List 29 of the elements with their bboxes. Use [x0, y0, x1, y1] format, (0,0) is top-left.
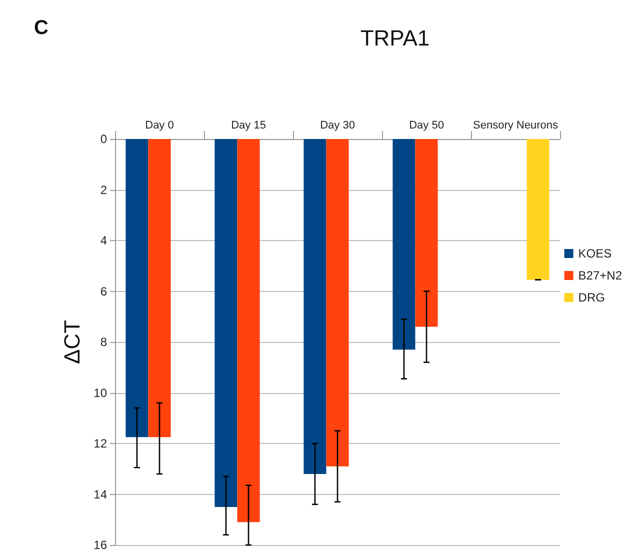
- bar: [415, 139, 438, 327]
- legend-label: DRG: [578, 290, 605, 304]
- bar: [526, 139, 550, 280]
- bar: [237, 139, 260, 522]
- bar: [304, 139, 326, 474]
- y-tick-label: 10: [94, 386, 108, 400]
- bar: [148, 139, 171, 438]
- y-tick-label: 4: [100, 234, 108, 248]
- x-tick-label: Day 0: [145, 120, 174, 132]
- bar: [126, 139, 148, 438]
- bar: [326, 139, 349, 466]
- x-tick-label: Day 30: [320, 120, 355, 132]
- y-tick-label: 0: [100, 132, 108, 146]
- text: C: [34, 17, 48, 39]
- legend-label: B27+N2: [578, 268, 622, 282]
- y-tick-label: 16: [94, 538, 108, 551]
- y-tick-label: 14: [94, 487, 108, 502]
- y-tick-label: 6: [100, 284, 108, 298]
- chart-title: TRPA1: [360, 26, 430, 50]
- x-tick-label: Day 15: [231, 120, 266, 132]
- y-tick-label: 12: [94, 436, 108, 450]
- y-tick-label: 2: [100, 182, 108, 197]
- bar: [214, 139, 238, 507]
- bar: [392, 139, 416, 350]
- legend-label: KOES: [578, 246, 612, 260]
- y-axis-title: ΔCT: [59, 320, 84, 364]
- y-tick-label: 8: [100, 335, 108, 349]
- x-tick-label: Day 50: [409, 120, 444, 132]
- x-tick-label: Sensory Neurons: [473, 120, 558, 132]
